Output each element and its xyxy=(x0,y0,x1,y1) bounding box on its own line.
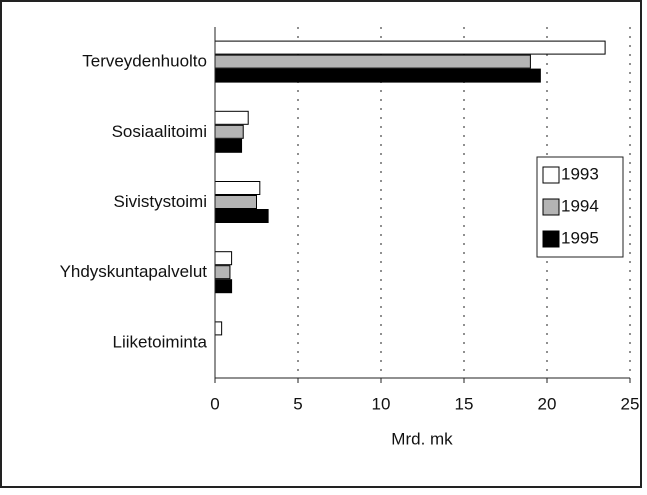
bar xyxy=(214,138,243,153)
x-tick-label: 15 xyxy=(455,394,474,413)
bar xyxy=(214,40,606,55)
bar xyxy=(214,251,233,266)
y-tick-label: Sivistystoimi xyxy=(113,192,207,211)
bar xyxy=(214,54,531,69)
legend-swatch xyxy=(542,198,560,216)
bar xyxy=(214,321,223,336)
y-tick-label: Yhdyskuntapalvelut xyxy=(60,262,208,281)
legend-label: 1993 xyxy=(561,164,599,183)
x-tick-label: 5 xyxy=(293,394,302,413)
legend-swatch xyxy=(542,230,560,248)
bar xyxy=(214,110,249,125)
bar xyxy=(214,68,541,83)
bar xyxy=(214,124,244,139)
legend-label: 1995 xyxy=(561,228,599,247)
x-axis-title: Mrd. mk xyxy=(391,429,453,448)
x-tick-label: 10 xyxy=(372,394,391,413)
legend-label: 1994 xyxy=(561,196,599,215)
x-tick-label: 20 xyxy=(538,394,557,413)
bar xyxy=(214,195,257,209)
bar xyxy=(214,209,269,223)
frame xyxy=(0,0,642,488)
y-tick-label: Sosiaalitoimi xyxy=(112,122,207,141)
bar xyxy=(214,181,261,195)
bar xyxy=(214,265,231,280)
legend-swatch xyxy=(542,166,560,184)
y-tick-label: Terveydenhuolto xyxy=(82,52,207,71)
x-tick-label: 0 xyxy=(210,394,219,413)
x-tick-label: 25 xyxy=(621,394,640,413)
y-tick-label: Liiketoiminta xyxy=(113,332,208,351)
bar xyxy=(214,279,233,294)
